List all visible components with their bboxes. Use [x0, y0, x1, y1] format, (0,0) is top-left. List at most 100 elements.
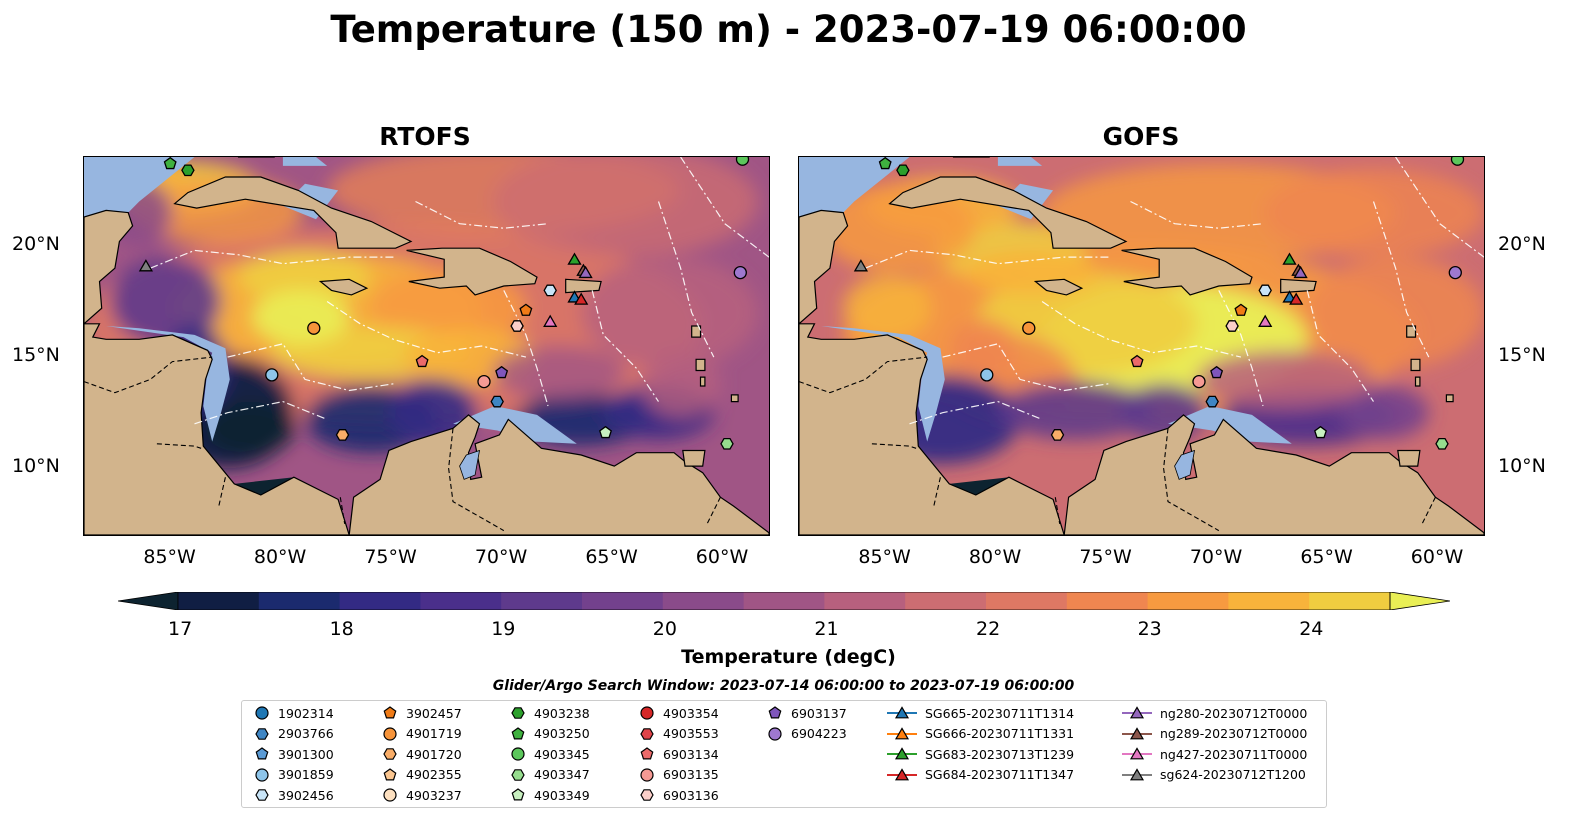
colorbar	[118, 592, 1450, 610]
map-svg	[84, 157, 769, 535]
legend-item: ng289-20230712T0000	[1122, 724, 1307, 744]
eez-boundary	[909, 400, 1043, 425]
colorbar-tick-label: 24	[1299, 618, 1324, 640]
float-marker	[510, 320, 524, 332]
map-svg	[799, 157, 1484, 535]
colorbar-tick-label: 17	[168, 618, 193, 640]
triangle-marker-icon	[887, 747, 917, 760]
legend-item: 4903237	[382, 785, 462, 805]
triangle-marker-icon	[887, 706, 917, 719]
hexagon-marker-icon	[255, 789, 269, 801]
lon-tick-label: 75°W	[1079, 546, 1132, 568]
float-marker	[720, 437, 734, 450]
eez-boundary	[1395, 157, 1484, 258]
legend-label: 6903136	[663, 787, 719, 803]
legend-item: 4903238	[510, 703, 590, 723]
eez-boundary	[194, 400, 328, 425]
lon-tick-label: 70°W	[474, 546, 528, 568]
legend-label: 4903553	[663, 726, 719, 741]
lon-tick-label: 60°W	[1410, 546, 1464, 568]
legend-label: SG683-20230713T1239	[925, 746, 1075, 762]
landmass	[1414, 376, 1421, 387]
landmass	[888, 176, 1128, 249]
eez-boundary	[415, 200, 549, 229]
float-marker	[896, 164, 910, 177]
float-marker	[519, 303, 533, 316]
lon-tick-label: 85°W	[143, 546, 196, 568]
hexagon-marker-icon	[640, 727, 654, 740]
hexagon-marker-icon	[383, 748, 397, 760]
landmass	[84, 209, 134, 325]
legend-item: 4903354	[639, 703, 719, 723]
landmass	[1406, 325, 1417, 338]
eez-boundary	[657, 201, 715, 358]
float-marker	[1448, 265, 1462, 280]
landmass	[1121, 247, 1253, 296]
float-marker	[1225, 320, 1239, 332]
legend-item: 4901719	[382, 724, 462, 744]
rtofs-map	[83, 156, 770, 536]
legend-item: SG684-20230711T1347	[887, 765, 1074, 785]
float-marker	[477, 374, 491, 389]
lon-tick-label: 65°W	[585, 546, 638, 568]
float-marker	[735, 157, 750, 166]
landmass	[695, 358, 706, 372]
eez-boundary	[503, 290, 549, 407]
landmass	[565, 278, 602, 294]
lat-tick-label: 20°N	[12, 232, 60, 255]
float-marker	[543, 284, 557, 297]
float-marker	[853, 259, 869, 272]
lon-tick-label: 80°W	[253, 546, 307, 568]
float-marker	[574, 292, 589, 305]
legend-item: sg624-20230712T1200	[1122, 765, 1306, 785]
float-marker	[1234, 303, 1248, 316]
colorbar-tick-label: 22	[976, 618, 1001, 640]
hexagon-marker-icon	[511, 768, 525, 781]
float-marker	[578, 265, 593, 279]
legend-item: SG666-20230711T1331	[887, 724, 1074, 744]
legend-item: 4903345	[510, 744, 590, 764]
legend-label: 3901300	[278, 746, 334, 762]
landmass	[691, 325, 702, 338]
float-marker	[1435, 437, 1449, 450]
pentagon-marker-icon	[640, 747, 654, 760]
float-marker	[1210, 365, 1224, 379]
legend-label: SG666-20230711T1331	[925, 726, 1075, 741]
legend-label: 3901859	[278, 767, 334, 782]
float-marker	[567, 252, 582, 265]
circle-marker-icon	[383, 788, 397, 802]
eez-boundary	[1130, 200, 1264, 229]
float-marker	[1258, 314, 1273, 327]
float-marker	[1289, 292, 1304, 305]
legend-label: ng280-20230712T0000	[1160, 705, 1308, 721]
float-marker	[265, 368, 279, 382]
pentagon-marker-icon	[383, 767, 397, 780]
triangle-marker-icon	[887, 726, 917, 739]
landmass	[1063, 414, 1484, 535]
circle-marker-icon	[640, 706, 654, 720]
legend-label: 4903250	[534, 726, 590, 741]
pentagon-marker-icon	[768, 706, 782, 719]
legend-item: 3902457	[382, 703, 462, 723]
float-marker	[1314, 425, 1327, 439]
landmass	[84, 323, 350, 535]
float-marker	[181, 164, 195, 177]
legend-item: 4901720	[382, 744, 462, 764]
lon-tick-label: 80°W	[968, 546, 1022, 568]
pentagon-marker-icon	[511, 726, 525, 739]
panel-title-rtofs: RTOFS	[379, 122, 471, 151]
landmass	[406, 247, 538, 296]
legend-label: sg624-20230712T1200	[1160, 767, 1306, 782]
legend-label: 4903345	[534, 746, 590, 762]
landmass	[1280, 278, 1317, 294]
colorbar-tick-label: 19	[491, 618, 516, 640]
landmass	[1410, 358, 1421, 372]
landmass	[799, 209, 849, 325]
legend-item: ng427-20230711T0000	[1122, 744, 1307, 764]
pentagon-marker-icon	[511, 788, 525, 801]
figure-title: Temperature (150 m) - 2023-07-19 06:00:0…	[330, 8, 1247, 51]
legend-label: 1902314	[278, 705, 334, 721]
landmass	[682, 449, 706, 467]
lon-tick-label: 75°W	[364, 546, 417, 568]
legend-item: 6903136	[639, 785, 719, 805]
